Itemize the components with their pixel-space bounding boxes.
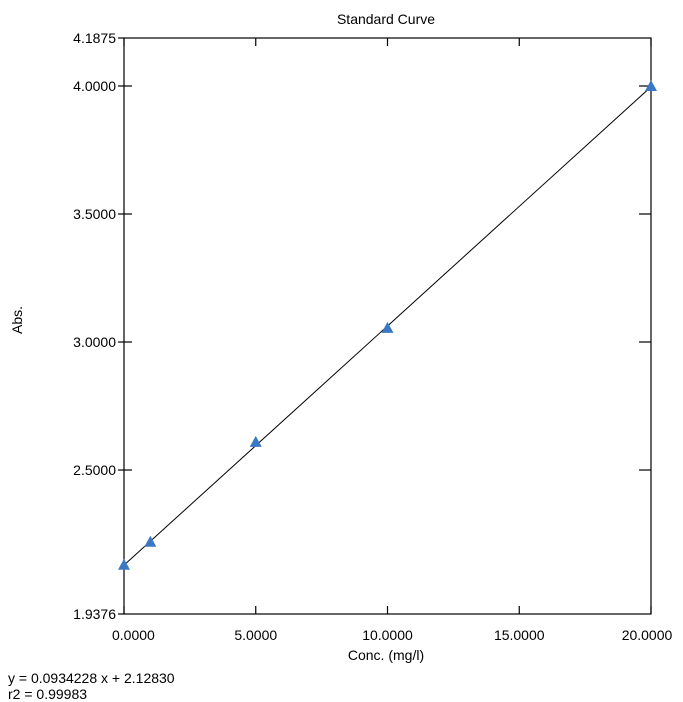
data-point-triangle [645,80,657,92]
x-tick-label: 0.0000 [112,627,155,643]
x-tick-label: 10.0000 [362,627,413,643]
data-point-triangle [381,321,394,333]
y-axis-label: Abs. [9,306,25,334]
x-tick-label: 5.0000 [234,627,277,643]
data-point-triangle [249,435,262,447]
y-tick-label: 3.5000 [73,206,116,222]
y-tick-label: 4.0000 [73,78,116,94]
chart-title: Standard Curve [337,11,435,27]
x-axis-ticks: 0.0000 5.0000 10.0000 15.0000 20.0000 [112,38,673,643]
y-tick-label: 1.9376 [73,606,116,622]
x-tick-label: 15.0000 [494,627,545,643]
data-point-triangle [118,558,130,570]
y-axis-ticks: 1.9376 2.5000 3.0000 3.5000 4.0000 4.1875 [73,30,651,622]
y-tick-label: 2.5000 [73,462,116,478]
y-tick-label: 4.1875 [73,30,116,46]
y-tick-label: 3.0000 [73,334,116,350]
r-squared-value: r2 = 0.99983 [8,686,88,702]
regression-equation: y = 0.0934228 x + 2.12830 [8,670,175,686]
standard-curve-chart: Standard Curve 0.0000 5.0000 10.0000 15.000… [9,11,673,663]
x-axis-label: Conc. (mg/l) [348,647,424,663]
x-tick-label: 20.0000 [622,627,673,643]
data-point-triangle [144,535,157,547]
data-points [118,80,657,570]
